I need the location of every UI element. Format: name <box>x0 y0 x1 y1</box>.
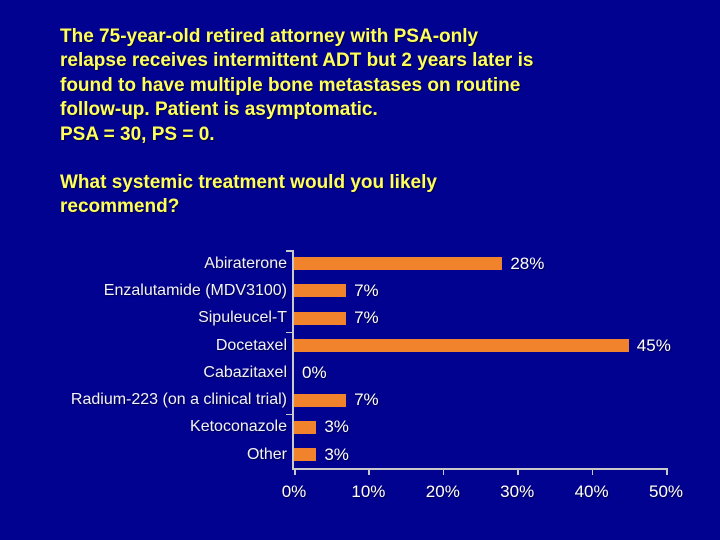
x-axis-tick <box>666 468 668 475</box>
x-axis-line <box>292 468 668 470</box>
value-label: 7% <box>354 280 379 300</box>
value-label: 3% <box>324 417 349 437</box>
value-label: 7% <box>354 308 379 328</box>
case-description: The 75-year-old retired attorney with PS… <box>60 25 680 147</box>
y-axis-line <box>292 250 294 468</box>
x-tick-label: 0% <box>281 482 307 501</box>
y-axis-tick <box>286 250 292 252</box>
value-label: 7% <box>354 390 379 410</box>
x-tick-label: 50% <box>648 482 684 501</box>
value-label: 28% <box>510 253 545 273</box>
x-tick-label: 10% <box>351 482 386 501</box>
value-label: 3% <box>324 444 349 464</box>
case-line: found to have multiple bone metastases o… <box>60 74 521 96</box>
bar <box>294 311 347 325</box>
question-line: What systemic treatment would you likely <box>60 172 437 193</box>
x-axis-tick <box>442 468 445 475</box>
bar <box>294 257 503 271</box>
bar <box>294 393 347 407</box>
category-label: Enzalutamide (MDV3100) <box>103 281 287 299</box>
question-line: recommend? <box>60 196 180 218</box>
x-axis-tick <box>294 468 296 475</box>
category-label: Cabazitaxel <box>203 363 287 381</box>
case-line: follow-up. Patient is asymptomatic. <box>60 99 378 121</box>
value-label: 45% <box>636 335 671 355</box>
bar <box>294 339 629 353</box>
y-axis-tick <box>286 331 292 334</box>
bar <box>294 284 347 298</box>
case-line: relapse receives intermittent ADT but 2 … <box>60 50 534 72</box>
category-label: Other <box>246 445 287 463</box>
case-line: PSA = 30, PS = 0. <box>60 123 215 145</box>
x-tick-label: 30% <box>500 482 535 501</box>
value-label: 0% <box>302 362 327 382</box>
question-text: What systemic treatment would you likely… <box>60 171 680 220</box>
case-line: The 75-year-old retired attorney with PS… <box>60 26 479 47</box>
x-axis-tick <box>591 468 594 475</box>
category-label: Docetaxel <box>215 336 287 354</box>
category-label: Ketoconazole <box>190 418 287 436</box>
x-axis-tick <box>368 468 370 475</box>
category-label: Sipuleucel-T <box>198 309 287 327</box>
x-axis-tick <box>517 468 519 475</box>
category-label: Abiraterone <box>204 254 287 272</box>
category-label: Radium-223 (on a clinical trial) <box>70 391 287 409</box>
bar <box>294 420 317 434</box>
bar <box>294 448 317 462</box>
x-tick-label: 40% <box>574 482 609 501</box>
x-tick-label: 20% <box>425 482 460 501</box>
y-axis-tick <box>286 413 292 416</box>
